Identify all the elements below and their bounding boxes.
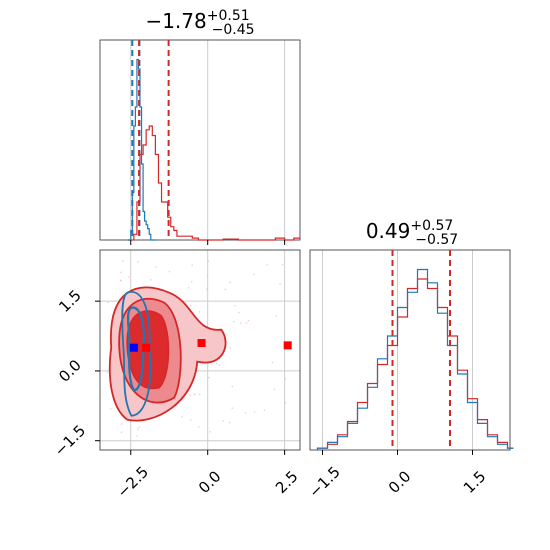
marker-red [283, 341, 292, 350]
scatter-point [284, 377, 287, 380]
x-tick-label: 2.5 [272, 467, 302, 497]
scatter-point [284, 401, 287, 404]
y-tick-label: −1.5 [51, 421, 89, 459]
y-tick-label: 0.0 [55, 356, 85, 386]
scatter-point [275, 315, 278, 318]
marker-blue [129, 343, 138, 352]
title-value: 0.49 [366, 219, 411, 243]
scatter-point [234, 304, 236, 307]
scatter-point [198, 426, 200, 428]
scatter-point [245, 322, 248, 324]
scatter-point [206, 288, 208, 291]
scatter-point [271, 361, 274, 364]
scatter-point [228, 421, 231, 424]
series-blue-histogram [316, 268, 514, 450]
marker-red [197, 339, 206, 348]
param2-title: 0.49+0.57 −0.57 [366, 218, 458, 248]
scatter-point [155, 266, 158, 268]
scatter-point [198, 393, 201, 396]
title-lower-error: −0.57 [415, 232, 458, 248]
scatter-point [120, 271, 122, 274]
scatter-point [181, 415, 183, 418]
scatter-point [207, 260, 210, 262]
scatter-point [198, 311, 201, 313]
x-tick-label: 0.0 [195, 467, 225, 497]
scatter-point [189, 419, 192, 421]
x-tick-label: 0.0 [385, 467, 415, 497]
series-blue-histogram [127, 58, 157, 241]
scatter-point [109, 407, 112, 410]
scatter-point [263, 409, 266, 412]
param2-histogram-panel: −1.5 0.0 1.5 [305, 249, 514, 501]
scatter-point [120, 431, 123, 434]
scatter-point [137, 261, 139, 263]
title-value: −1.78 [145, 9, 206, 33]
scatter-point [281, 263, 284, 266]
title-upper-error: +0.51 [207, 8, 250, 24]
scatter-point [233, 320, 235, 323]
y-tick-label: 1.5 [55, 286, 85, 316]
x-tick-label: −2.5 [114, 463, 152, 501]
scatter-point [193, 393, 196, 396]
scatter-point [208, 376, 210, 379]
scatter-point [119, 279, 122, 282]
axes-frame [99, 39, 301, 241]
scatter-point [122, 260, 124, 262]
scatter-point [239, 322, 242, 324]
contour-blue-inner [126, 306, 145, 391]
scatter-point [238, 311, 240, 314]
scatter-point [253, 273, 255, 276]
scatter-point [247, 319, 250, 322]
param1-title: −1.78+0.51 −0.45 [145, 8, 254, 38]
scatter-point [224, 288, 227, 291]
axes-frame [99, 249, 301, 451]
scatter-point [136, 435, 138, 437]
scatter-point [120, 423, 123, 425]
scatter-point [231, 407, 234, 409]
series-red-histogram [127, 125, 300, 241]
scatter-point [231, 385, 234, 388]
scatter-point [188, 394, 191, 396]
x-tick-label: −1.5 [305, 463, 343, 501]
scatter-point [253, 411, 256, 413]
scatter-point [229, 347, 232, 349]
scatter-point [190, 304, 192, 307]
scatter-point [206, 275, 209, 277]
scatter-point [244, 411, 247, 414]
joint-density-panel: −2.5 0.0 2.5 −1.5 0.0 1.5 [51, 249, 302, 501]
scatter-point [127, 276, 130, 278]
scatter-point [138, 426, 141, 428]
contour-blue-outer [121, 291, 152, 417]
scatter-point [273, 388, 276, 391]
title-lower-error: −0.45 [212, 22, 255, 38]
param1-histogram-panel [99, 39, 301, 245]
x-tick-label: 1.5 [460, 467, 490, 497]
scatter-point [279, 283, 281, 285]
scatter-point [191, 264, 193, 266]
scatter-point [266, 264, 269, 266]
scatter-point [215, 362, 218, 365]
scatter-point [209, 430, 212, 433]
scatter-point [137, 428, 139, 431]
scatter-point [106, 301, 109, 304]
scatter-point [190, 281, 193, 283]
marker-red [142, 343, 151, 352]
scatter-point [106, 371, 109, 374]
axes-frame [309, 249, 511, 451]
title-upper-error: +0.57 [410, 218, 453, 234]
scatter-point [222, 419, 225, 422]
scatter-point [218, 364, 221, 366]
scatter-point [168, 270, 171, 273]
scatter-point [187, 287, 190, 289]
scatter-point [150, 278, 152, 281]
scatter-point [229, 281, 231, 284]
